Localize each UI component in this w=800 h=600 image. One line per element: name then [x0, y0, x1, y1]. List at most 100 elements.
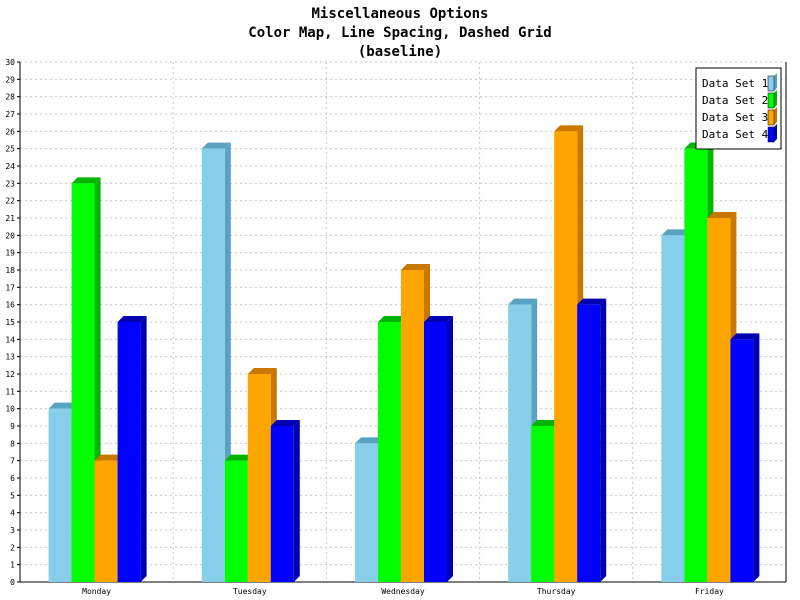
y-tick-label: 22: [5, 197, 15, 206]
bar: [707, 218, 731, 582]
bar-side: [447, 316, 453, 582]
legend-swatch-side: [774, 73, 777, 91]
grid-lines: [20, 61, 786, 582]
y-tick-label: 4: [10, 509, 15, 518]
x-axis-labels: Monday Tuesday Wednesday Thursday Friday: [82, 587, 724, 596]
bar-top: [508, 298, 538, 305]
bar: [355, 443, 378, 582]
chart-title-line-2: Color Map, Line Spacing, Dashed Grid: [248, 25, 551, 41]
y-tick-label: 0: [10, 578, 15, 587]
bar-top: [94, 454, 124, 461]
x-tick-label: Monday: [82, 587, 111, 596]
bar: [48, 408, 72, 582]
y-tick-label: 18: [5, 266, 15, 275]
y-tick-label: 8: [10, 439, 15, 448]
bar-side: [293, 420, 300, 582]
bar: [554, 131, 578, 583]
y-tick-label: 2: [10, 543, 15, 552]
y-tick-label: 19: [5, 249, 15, 258]
bar-top: [48, 402, 78, 409]
bar: [247, 374, 271, 582]
bar-top: [378, 316, 407, 322]
bar-top: [224, 454, 254, 461]
y-tick-label: 3: [10, 526, 15, 535]
bar: [201, 148, 225, 582]
bar: [508, 304, 532, 582]
y-tick-label: 11: [5, 387, 15, 396]
y-tick-label: 26: [5, 127, 15, 136]
y-axis-ticks: 0123456789101112131415161718192021222324…: [5, 58, 20, 587]
y-tick-label: 9: [10, 422, 15, 431]
y-tick-label: 14: [5, 335, 15, 344]
y-tick-label: 27: [5, 110, 15, 119]
bar-side: [140, 316, 147, 582]
y-tick-label: 20: [5, 231, 15, 240]
y-tick-label: 24: [5, 162, 15, 171]
y-tick-label: 1: [10, 561, 15, 570]
y-tick-label: 13: [5, 353, 15, 362]
bar-top: [707, 212, 737, 218]
y-tick-label: 23: [5, 179, 15, 188]
bars: [48, 125, 760, 583]
bar: [117, 322, 141, 582]
bar-top: [201, 142, 231, 149]
legend-swatch-side: [774, 90, 777, 108]
y-tick-label: 16: [5, 301, 15, 310]
y-tick-label: 21: [5, 214, 15, 223]
x-tick-label: Thursday: [537, 587, 576, 596]
y-tick-label: 29: [5, 75, 15, 84]
legend-box: [695, 67, 782, 150]
bar: [424, 322, 447, 582]
bar-top: [270, 420, 300, 426]
bar-top: [730, 333, 760, 340]
y-tick-label: 28: [5, 93, 15, 102]
y-tick-label: 12: [5, 370, 15, 379]
bar: [661, 235, 685, 583]
x-tick-label: Wednesday: [381, 587, 425, 596]
bar: [224, 460, 248, 582]
bar: [94, 460, 118, 582]
bar-top: [531, 420, 561, 426]
bar-top: [247, 368, 277, 374]
legend-swatch: [767, 75, 775, 92]
bar: [684, 148, 708, 582]
bar-top: [117, 316, 147, 322]
bar-top: [554, 125, 584, 132]
bar: [378, 322, 401, 582]
bar-top: [71, 177, 101, 184]
x-tick-label: Tuesday: [233, 587, 267, 596]
y-tick-label: 5: [10, 491, 15, 500]
legend-swatch: [767, 92, 775, 109]
bar-top: [401, 264, 430, 270]
bar-side: [753, 333, 760, 582]
bar-top: [577, 298, 607, 305]
legend-swatch: [767, 109, 775, 126]
bar: [270, 426, 294, 582]
legend: Data Set 1 Data Set 2 Data Set 3 Data Set 4: [695, 67, 782, 150]
legend-swatch: [767, 126, 775, 143]
bar-top: [661, 229, 691, 236]
legend-label: Data Set 2: [702, 94, 768, 107]
legend-swatch-side: [774, 124, 777, 142]
y-tick-label: 17: [5, 283, 15, 292]
bar: [531, 426, 555, 582]
y-tick-label: 6: [10, 474, 15, 483]
legend-label: Data Set 4: [702, 128, 769, 141]
bar: [730, 339, 754, 582]
y-tick-label: 15: [5, 318, 15, 327]
legend-label: Data Set 3: [702, 111, 768, 124]
legend-label: Data Set 1: [702, 77, 768, 90]
y-tick-label: 30: [5, 58, 15, 67]
x-tick-label: Friday: [695, 587, 724, 596]
chart-title-line-1: Miscellaneous Options: [311, 6, 488, 22]
legend-swatch-side: [774, 107, 777, 125]
bar-top: [355, 437, 384, 444]
y-tick-label: 7: [10, 457, 15, 466]
bar: [577, 304, 601, 582]
y-tick-label: 25: [5, 145, 15, 154]
bar-side: [600, 298, 607, 582]
chart-title-line-3: (baseline): [358, 44, 442, 60]
bar: [71, 183, 95, 583]
